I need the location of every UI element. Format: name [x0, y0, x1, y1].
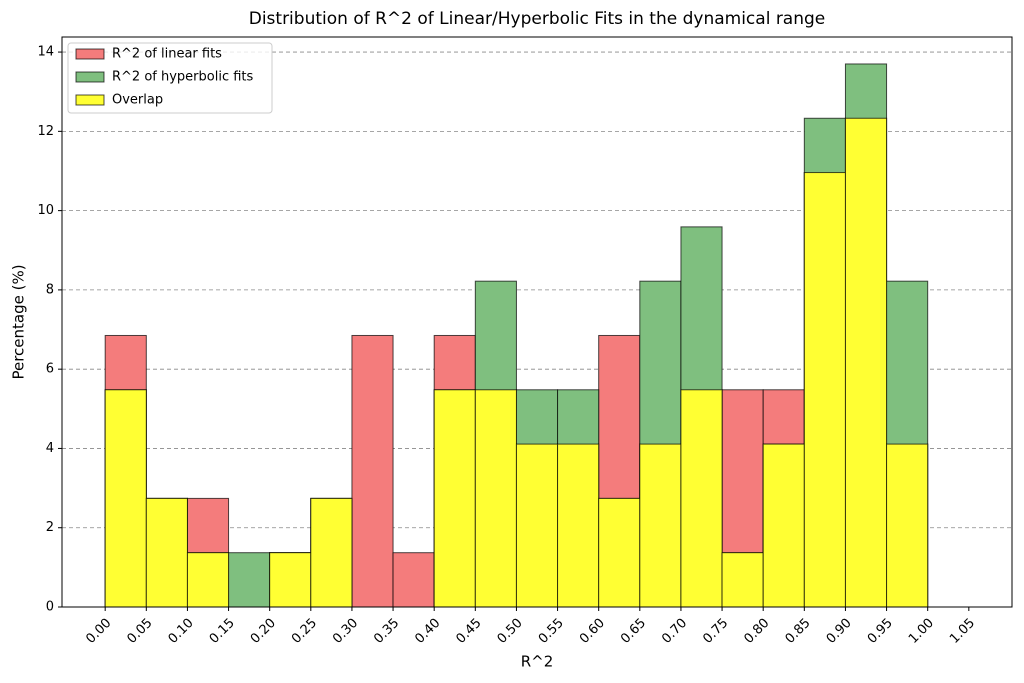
legend-swatch [75, 71, 105, 83]
legend-label: R^2 of hyperbolic fits [112, 70, 254, 85]
bar [886, 443, 929, 608]
x-tick-label: 0.40 [412, 616, 443, 647]
bar [721, 552, 764, 608]
legend-label: Overlap [112, 93, 163, 108]
y-tick-label: 2 [46, 520, 54, 535]
x-tick-label: 0.10 [166, 616, 197, 647]
bar [228, 552, 271, 608]
x-tick-label: 0.45 [454, 616, 485, 647]
x-tick-label: 1.05 [947, 616, 978, 647]
x-tick-label: 0.95 [865, 616, 896, 647]
x-tick-label: 0.30 [330, 616, 361, 647]
x-tick-label: 0.55 [536, 616, 567, 647]
x-tick-label: 0.25 [289, 616, 320, 647]
x-tick-label: 0.60 [577, 616, 608, 647]
bar [145, 497, 188, 608]
legend-label: R^2 of linear fits [112, 47, 222, 62]
bar [639, 443, 682, 608]
bar [186, 552, 230, 608]
x-tick-label: 0.85 [783, 616, 814, 647]
y-tick-label: 6 [46, 362, 54, 377]
legend-frame [67, 42, 273, 114]
x-tick-label: 1.00 [906, 616, 937, 647]
y-tick-label: 4 [46, 441, 54, 456]
y-tick-label: 0 [46, 600, 54, 615]
bar [844, 117, 888, 608]
bar [310, 497, 353, 608]
bar [762, 443, 805, 608]
plot-frame [61, 36, 1013, 608]
legend-swatch [75, 94, 105, 106]
x-tick-label: 0.65 [618, 616, 649, 647]
bar [269, 552, 312, 608]
x-tick-label: 0.70 [659, 616, 690, 647]
x-axis-label: R^2 [521, 653, 554, 671]
x-tick-label: 0.50 [495, 616, 526, 647]
bar [515, 443, 559, 608]
y-axis-label: Percentage (%) [10, 264, 28, 379]
legend: R^2 of linear fits R^2 of hyperbolic fits… [67, 42, 273, 114]
x-tick-label: 0.75 [700, 616, 731, 647]
x-tick-label: 0.35 [371, 616, 402, 647]
bar [680, 389, 723, 608]
bar [433, 389, 476, 608]
x-tick-label: 0.90 [824, 616, 855, 647]
x-tick-label: 0.15 [207, 616, 238, 647]
chart-title: Distribution of R^2 of Linear/Hyperbolic… [249, 9, 826, 29]
bar [557, 443, 600, 608]
y-tick-label: 12 [37, 124, 54, 139]
bar [392, 552, 435, 608]
x-tick-label: 0.20 [248, 616, 279, 647]
bar [474, 389, 517, 608]
x-tick-label: 0.00 [83, 616, 114, 647]
x-tick-label: 0.05 [125, 616, 156, 647]
bar [351, 334, 394, 608]
bar [803, 172, 846, 608]
bar [598, 497, 641, 608]
y-tick-label: 10 [37, 203, 54, 218]
bar [104, 389, 147, 608]
legend-swatch [75, 48, 105, 60]
y-tick-label: 14 [37, 45, 54, 60]
x-tick-label: 0.80 [741, 616, 772, 647]
y-tick-label: 8 [46, 282, 54, 297]
